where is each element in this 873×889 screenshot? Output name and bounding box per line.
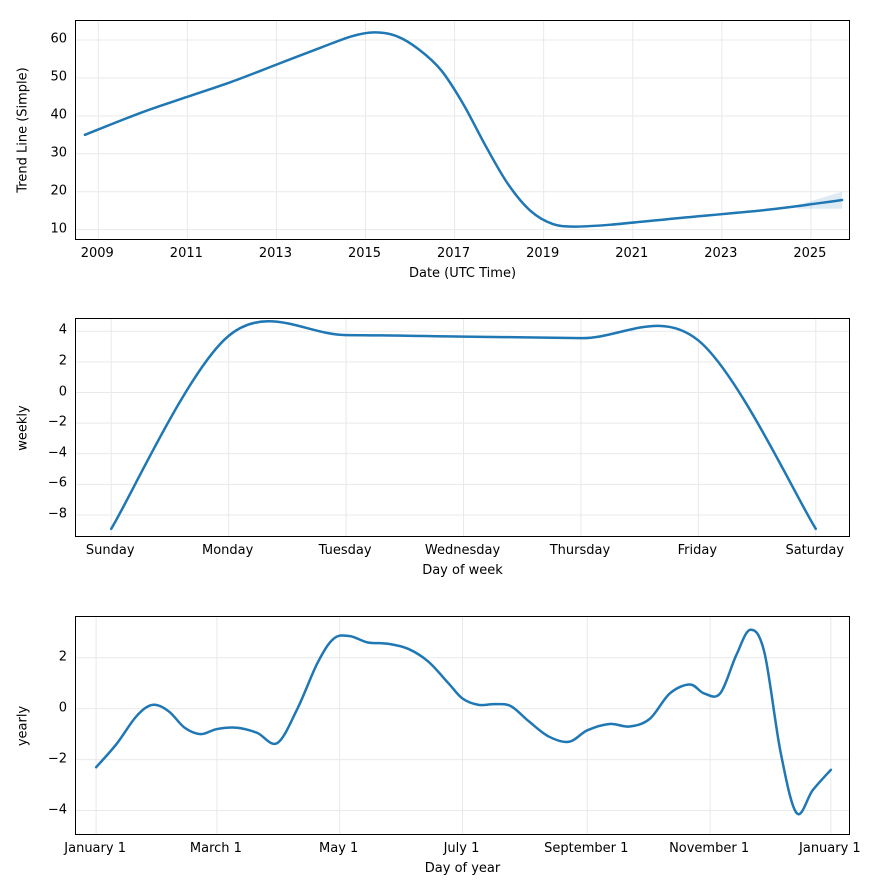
trend-xtick-label: 2021 (615, 246, 648, 261)
weekly-xtick-label: Monday (202, 543, 253, 558)
weekly-ytick-label: 0 (59, 384, 67, 399)
weekly-svg (76, 319, 849, 536)
yearly-panel (75, 616, 850, 835)
yearly-xtick-label: January 1 (64, 841, 126, 856)
yearly-xtick-label: March 1 (190, 841, 242, 856)
yearly-xtick-label: November 1 (669, 841, 749, 856)
trend-panel (75, 20, 850, 240)
trend-ytick-label: 10 (50, 221, 67, 236)
trend-xtick-label: 2019 (526, 246, 559, 261)
weekly-xtick-label: Thursday (550, 543, 610, 558)
yearly-ytick-label: −4 (48, 802, 67, 817)
yearly-xtick-label: January 1 (799, 841, 861, 856)
trend-svg (76, 21, 849, 239)
weekly-xtick-label: Wednesday (425, 543, 500, 558)
weekly-ytick-label: −2 (48, 415, 67, 430)
yearly-xtick-label: July 1 (444, 841, 480, 856)
trend-ylabel: Trend Line (Simple) (16, 67, 31, 192)
weekly-ytick-label: 4 (59, 323, 67, 338)
weekly-ytick-label: −6 (48, 476, 67, 491)
yearly-svg (76, 617, 849, 834)
yearly-ytick-label: 0 (59, 700, 67, 715)
weekly-panel (75, 318, 850, 537)
weekly-ylabel: weekly (16, 405, 31, 450)
figure: Trend Line (Simple) Date (UTC Time) week… (0, 0, 873, 889)
trend-xtick-label: 2023 (704, 246, 737, 261)
trend-xtick-label: 2011 (170, 246, 203, 261)
trend-ytick-label: 50 (50, 69, 67, 84)
trend-ytick-label: 40 (50, 107, 67, 122)
weekly-xtick-label: Tuesday (319, 543, 372, 558)
weekly-ytick-label: −8 (48, 507, 67, 522)
yearly-ytick-label: 2 (59, 649, 67, 664)
trend-xtick-label: 2009 (81, 246, 114, 261)
trend-xtick-label: 2017 (437, 246, 470, 261)
trend-xtick-label: 2015 (348, 246, 381, 261)
yearly-xlabel: Day of year (425, 861, 500, 876)
yearly-ylabel: yearly (16, 705, 31, 745)
trend-xlabel: Date (UTC Time) (409, 266, 516, 281)
weekly-xlabel: Day of week (422, 563, 503, 578)
trend-xtick-label: 2013 (259, 246, 292, 261)
trend-ytick-label: 20 (50, 183, 67, 198)
yearly-ytick-label: −2 (48, 751, 67, 766)
trend-xtick-label: 2025 (793, 246, 826, 261)
weekly-xtick-label: Saturday (785, 543, 844, 558)
yearly-xtick-label: September 1 (544, 841, 628, 856)
weekly-ytick-label: −4 (48, 445, 67, 460)
yearly-xtick-label: May 1 (319, 841, 358, 856)
trend-ytick-label: 30 (50, 145, 67, 160)
trend-ytick-label: 60 (50, 31, 67, 46)
weekly-xtick-label: Friday (678, 543, 717, 558)
weekly-xtick-label: Sunday (86, 543, 135, 558)
weekly-ytick-label: 2 (59, 353, 67, 368)
